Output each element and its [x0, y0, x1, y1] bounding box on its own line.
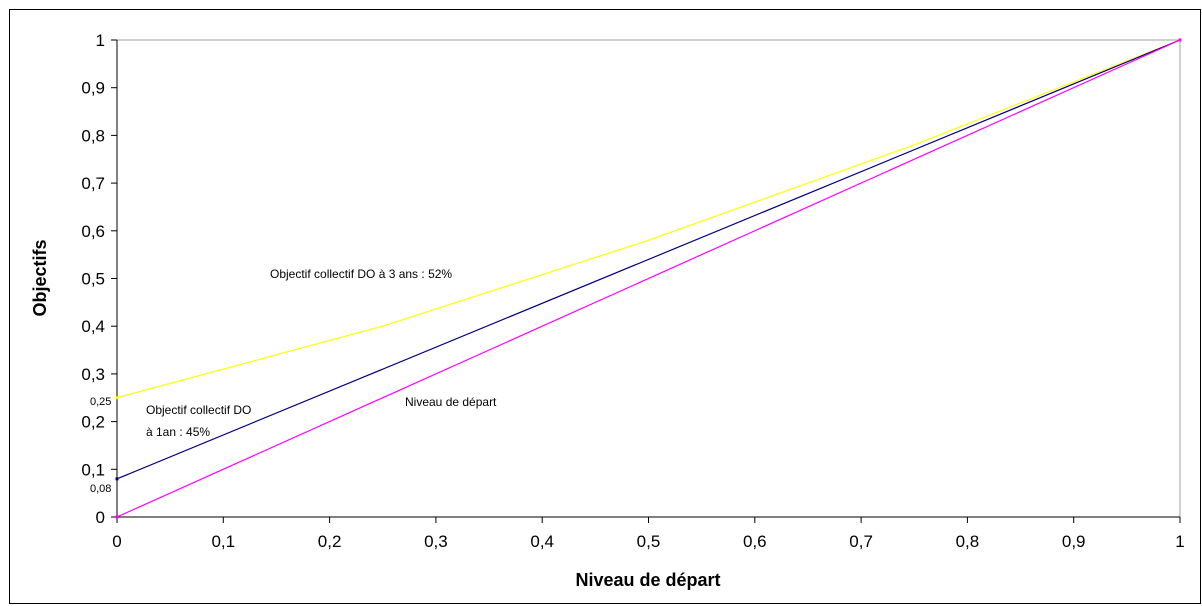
series-line-3-ans — [116, 39, 1181, 399]
x-tick-label: 0,2 — [318, 532, 342, 551]
y-tick-label: 0,1 — [81, 460, 105, 479]
y-tick-label: 0,6 — [81, 222, 105, 241]
magenta-series-label: Niveau de départ — [405, 395, 497, 409]
y-tick-label: 0,9 — [81, 79, 105, 98]
y-tick-label: 0,8 — [81, 126, 105, 145]
y-tick-label: 0,7 — [81, 174, 105, 193]
chart-frame — [9, 9, 1201, 604]
x-tick-label: 0,9 — [1062, 532, 1086, 551]
series-point — [1178, 38, 1182, 42]
start-value-yellow: 0,25 — [90, 396, 111, 408]
ticks-layer: 0 0,1 0,2 0,3 0,4 0,5 0,6 0,7 0,8 0,9 1 0 0,1 0,2 0,3 0… — [81, 31, 1184, 551]
x-tick-label: 0,3 — [424, 532, 448, 551]
series-line-1-an — [116, 39, 1181, 480]
x-tick-label: 0,8 — [956, 532, 980, 551]
yellow-series-label: Objectif collectif DO à 3 ans : 52% — [270, 267, 452, 281]
x-tick-label: 0 — [112, 532, 121, 551]
y-axis-title: Objectifs — [30, 239, 50, 316]
y-tick-label: 0,4 — [81, 317, 105, 336]
blue-series-label-line1: Objectif collectif DO — [146, 403, 251, 417]
series-layer — [115, 38, 1182, 519]
start-value-blue: 0,08 — [90, 483, 111, 495]
series-point — [115, 515, 119, 519]
x-axis-title: Niveau de départ — [575, 570, 720, 590]
x-tick-label: 1 — [1175, 532, 1184, 551]
series-point — [115, 477, 119, 481]
x-tick-label: 0,7 — [849, 532, 873, 551]
x-tick-label: 0,1 — [211, 532, 235, 551]
x-tick-label: 0,4 — [530, 532, 554, 551]
x-tick-label: 0,5 — [637, 532, 661, 551]
y-tick-label: 1 — [96, 31, 105, 50]
y-tick-label: 0,5 — [81, 270, 105, 289]
y-tick-label: 0 — [96, 508, 105, 527]
blue-series-label-line2: à 1an : 45% — [146, 425, 210, 439]
series-point — [115, 396, 119, 400]
series-line-niveau-depart — [116, 39, 1181, 518]
x-tick-label: 0,6 — [743, 532, 767, 551]
y-tick-label: 0,3 — [81, 365, 105, 384]
y-tick-label: 0,2 — [81, 413, 105, 432]
